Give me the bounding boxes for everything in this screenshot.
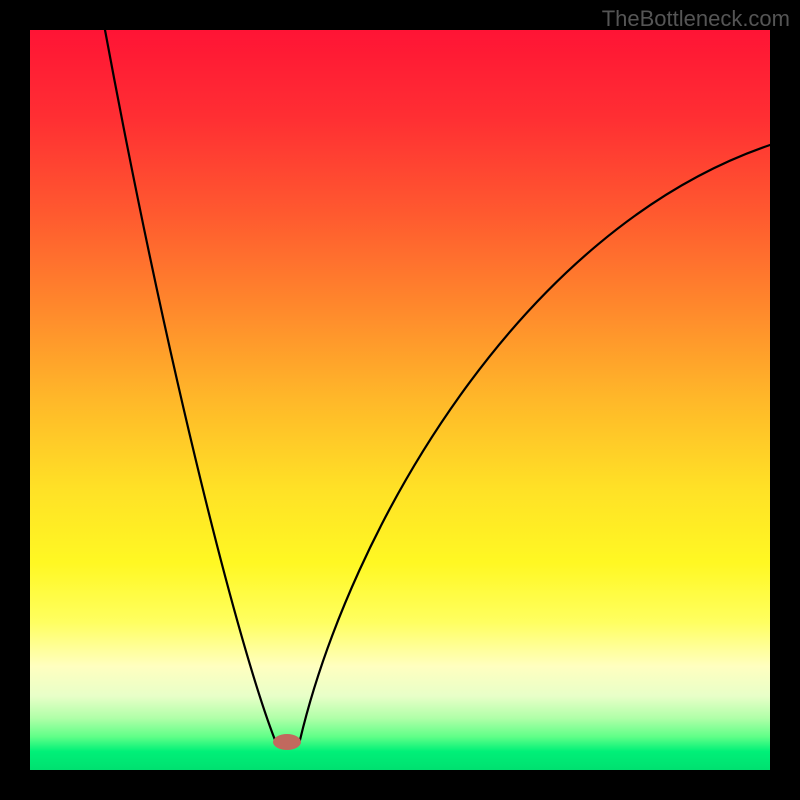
optimal-marker xyxy=(273,734,301,750)
plot-area xyxy=(30,30,770,770)
chart-svg xyxy=(0,0,800,800)
chart-container: TheBottleneck.com xyxy=(0,0,800,800)
watermark-text: TheBottleneck.com xyxy=(602,6,790,32)
